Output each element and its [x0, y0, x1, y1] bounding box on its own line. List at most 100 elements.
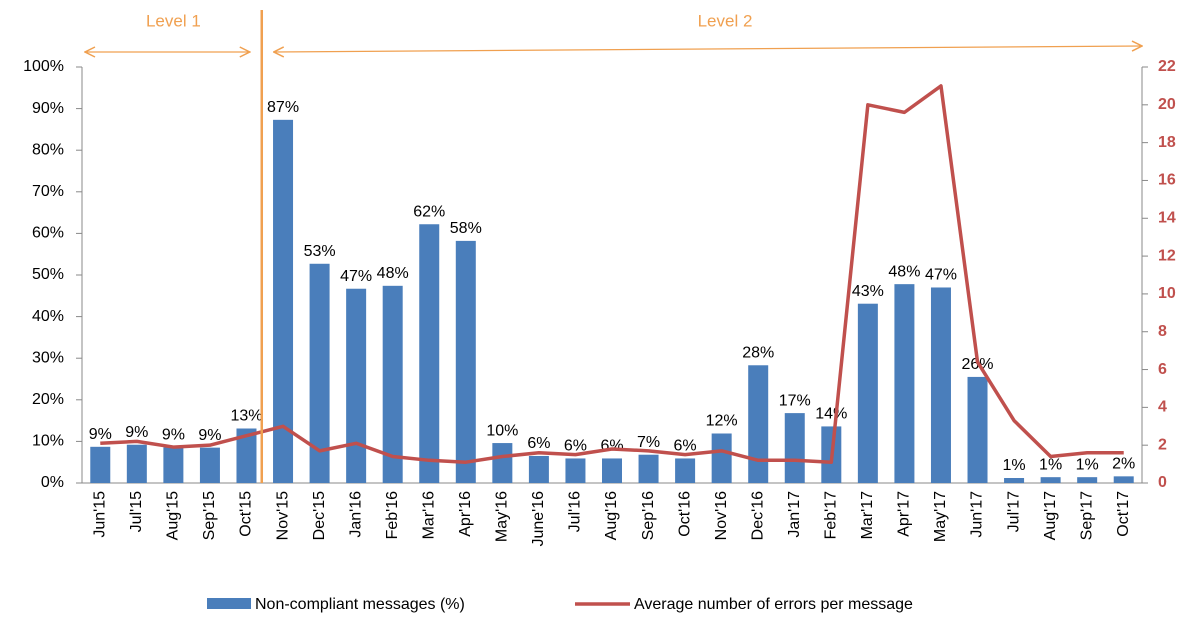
bar: [711, 433, 732, 483]
x-tick-label: Jan'16: [347, 491, 364, 538]
y-tick-label: 60%: [32, 225, 64, 242]
data-label: 6%: [527, 435, 550, 452]
level-arrow: [274, 46, 1142, 52]
data-label: 9%: [89, 426, 112, 443]
annotation: Level 1: [146, 11, 201, 30]
y2-tick-label: 0: [1158, 474, 1167, 491]
bar: [602, 458, 622, 483]
legend-swatch: [207, 598, 251, 609]
data-label: 9%: [125, 424, 148, 441]
data-label: 7%: [637, 434, 660, 451]
y2-tick-label: 18: [1158, 134, 1176, 151]
data-label: 1%: [1003, 457, 1026, 474]
data-label: 9%: [162, 426, 185, 443]
y-tick-label: 0%: [41, 474, 64, 491]
y-tick-label: 10%: [32, 433, 64, 450]
data-label: 62%: [413, 203, 445, 220]
x-tick-label: Dec'15: [311, 491, 328, 540]
y2-tick-label: 20: [1158, 96, 1176, 113]
x-tick-label: Oct'17: [1115, 491, 1132, 537]
data-label: 14%: [815, 406, 847, 423]
bar: [90, 446, 111, 483]
y2-tick-label: 4: [1158, 399, 1167, 416]
x-tick-label: Mar'17: [859, 491, 876, 540]
y-tick-label: 20%: [32, 391, 64, 408]
x-tick-label: Feb'16: [384, 491, 401, 540]
bar: [126, 444, 147, 483]
bar: [273, 119, 294, 483]
x-tick-label: Mar'16: [420, 491, 437, 540]
y-tick-label: 80%: [32, 141, 64, 158]
bar: [1040, 477, 1061, 483]
y2-tick-label: 12: [1158, 247, 1176, 264]
data-label: 58%: [450, 220, 482, 237]
x-tick-label: Apr'17: [896, 491, 913, 537]
y2-tick-label: 16: [1158, 172, 1176, 189]
bar: [163, 447, 184, 483]
x-tick-label: Jun'17: [969, 491, 986, 538]
data-label: 1%: [1039, 456, 1062, 473]
bar: [419, 224, 440, 484]
x-tick-label: Sep'15: [201, 491, 218, 540]
bar: [1004, 478, 1025, 483]
legend-label: Average number of errors per message: [634, 596, 913, 613]
y2-tick-label: 8: [1158, 323, 1167, 340]
x-tick-label: Jul'17: [1005, 491, 1022, 532]
bar: [857, 303, 878, 483]
x-tick-label: Jun'15: [91, 491, 108, 538]
y-tick-label: 90%: [32, 100, 64, 117]
data-label: 6%: [600, 438, 623, 455]
y2-tick-label: 22: [1158, 58, 1176, 75]
x-tick-label: Oct'16: [676, 491, 693, 537]
bar: [1113, 476, 1134, 483]
data-label: 48%: [377, 265, 409, 282]
data-label: 43%: [852, 283, 884, 300]
y-tick-label: 30%: [32, 349, 64, 366]
data-label: 87%: [267, 99, 299, 116]
bar: [675, 458, 696, 483]
data-label: 12%: [706, 413, 738, 430]
data-label: 10%: [486, 422, 518, 439]
y-tick-label: 40%: [32, 308, 64, 325]
y2-tick-label: 14: [1158, 209, 1176, 226]
bar: [309, 263, 330, 483]
bar: [492, 443, 513, 483]
x-tick-label: Nov'15: [274, 491, 291, 540]
x-tick-label: Sep'16: [640, 491, 657, 540]
data-label: 48%: [888, 263, 920, 280]
y2-tick-label: 6: [1158, 361, 1167, 378]
x-tick-label: Aug'16: [603, 491, 620, 540]
x-tick-label: Jul'16: [567, 491, 584, 532]
bar: [199, 447, 220, 483]
x-tick-label: Oct'15: [238, 491, 255, 537]
x-tick-label: Aug'15: [165, 491, 182, 540]
data-label: 47%: [925, 267, 957, 284]
bar: [894, 284, 915, 483]
legend-label: Non-compliant messages (%): [255, 596, 465, 613]
bar: [455, 240, 476, 483]
y-tick-label: 100%: [23, 58, 64, 75]
data-label: 2%: [1112, 456, 1135, 473]
annotation: Level 2: [698, 11, 753, 30]
x-tick-label: Dec'16: [749, 491, 766, 540]
x-tick-label: Apr'16: [457, 491, 474, 537]
x-tick-label: Jul'15: [128, 491, 145, 532]
bar: [930, 287, 951, 483]
x-tick-label: Nov'16: [713, 491, 730, 540]
x-tick-label: Sep'17: [1078, 491, 1095, 540]
x-tick-label: Jan'17: [786, 491, 803, 538]
bar: [565, 458, 586, 483]
x-tick-label: June'16: [530, 491, 547, 547]
x-tick-label: May'16: [494, 491, 511, 542]
bar: [748, 365, 769, 483]
data-label: 6%: [564, 438, 587, 455]
y-tick-label: 50%: [32, 266, 64, 283]
data-label: 1%: [1076, 456, 1099, 473]
data-label: 28%: [742, 344, 774, 361]
bar: [236, 428, 257, 483]
y2-tick-label: 2: [1158, 436, 1167, 453]
x-tick-label: Aug'17: [1042, 491, 1059, 540]
y2-tick-label: 10: [1158, 285, 1176, 302]
bar: [784, 413, 805, 483]
